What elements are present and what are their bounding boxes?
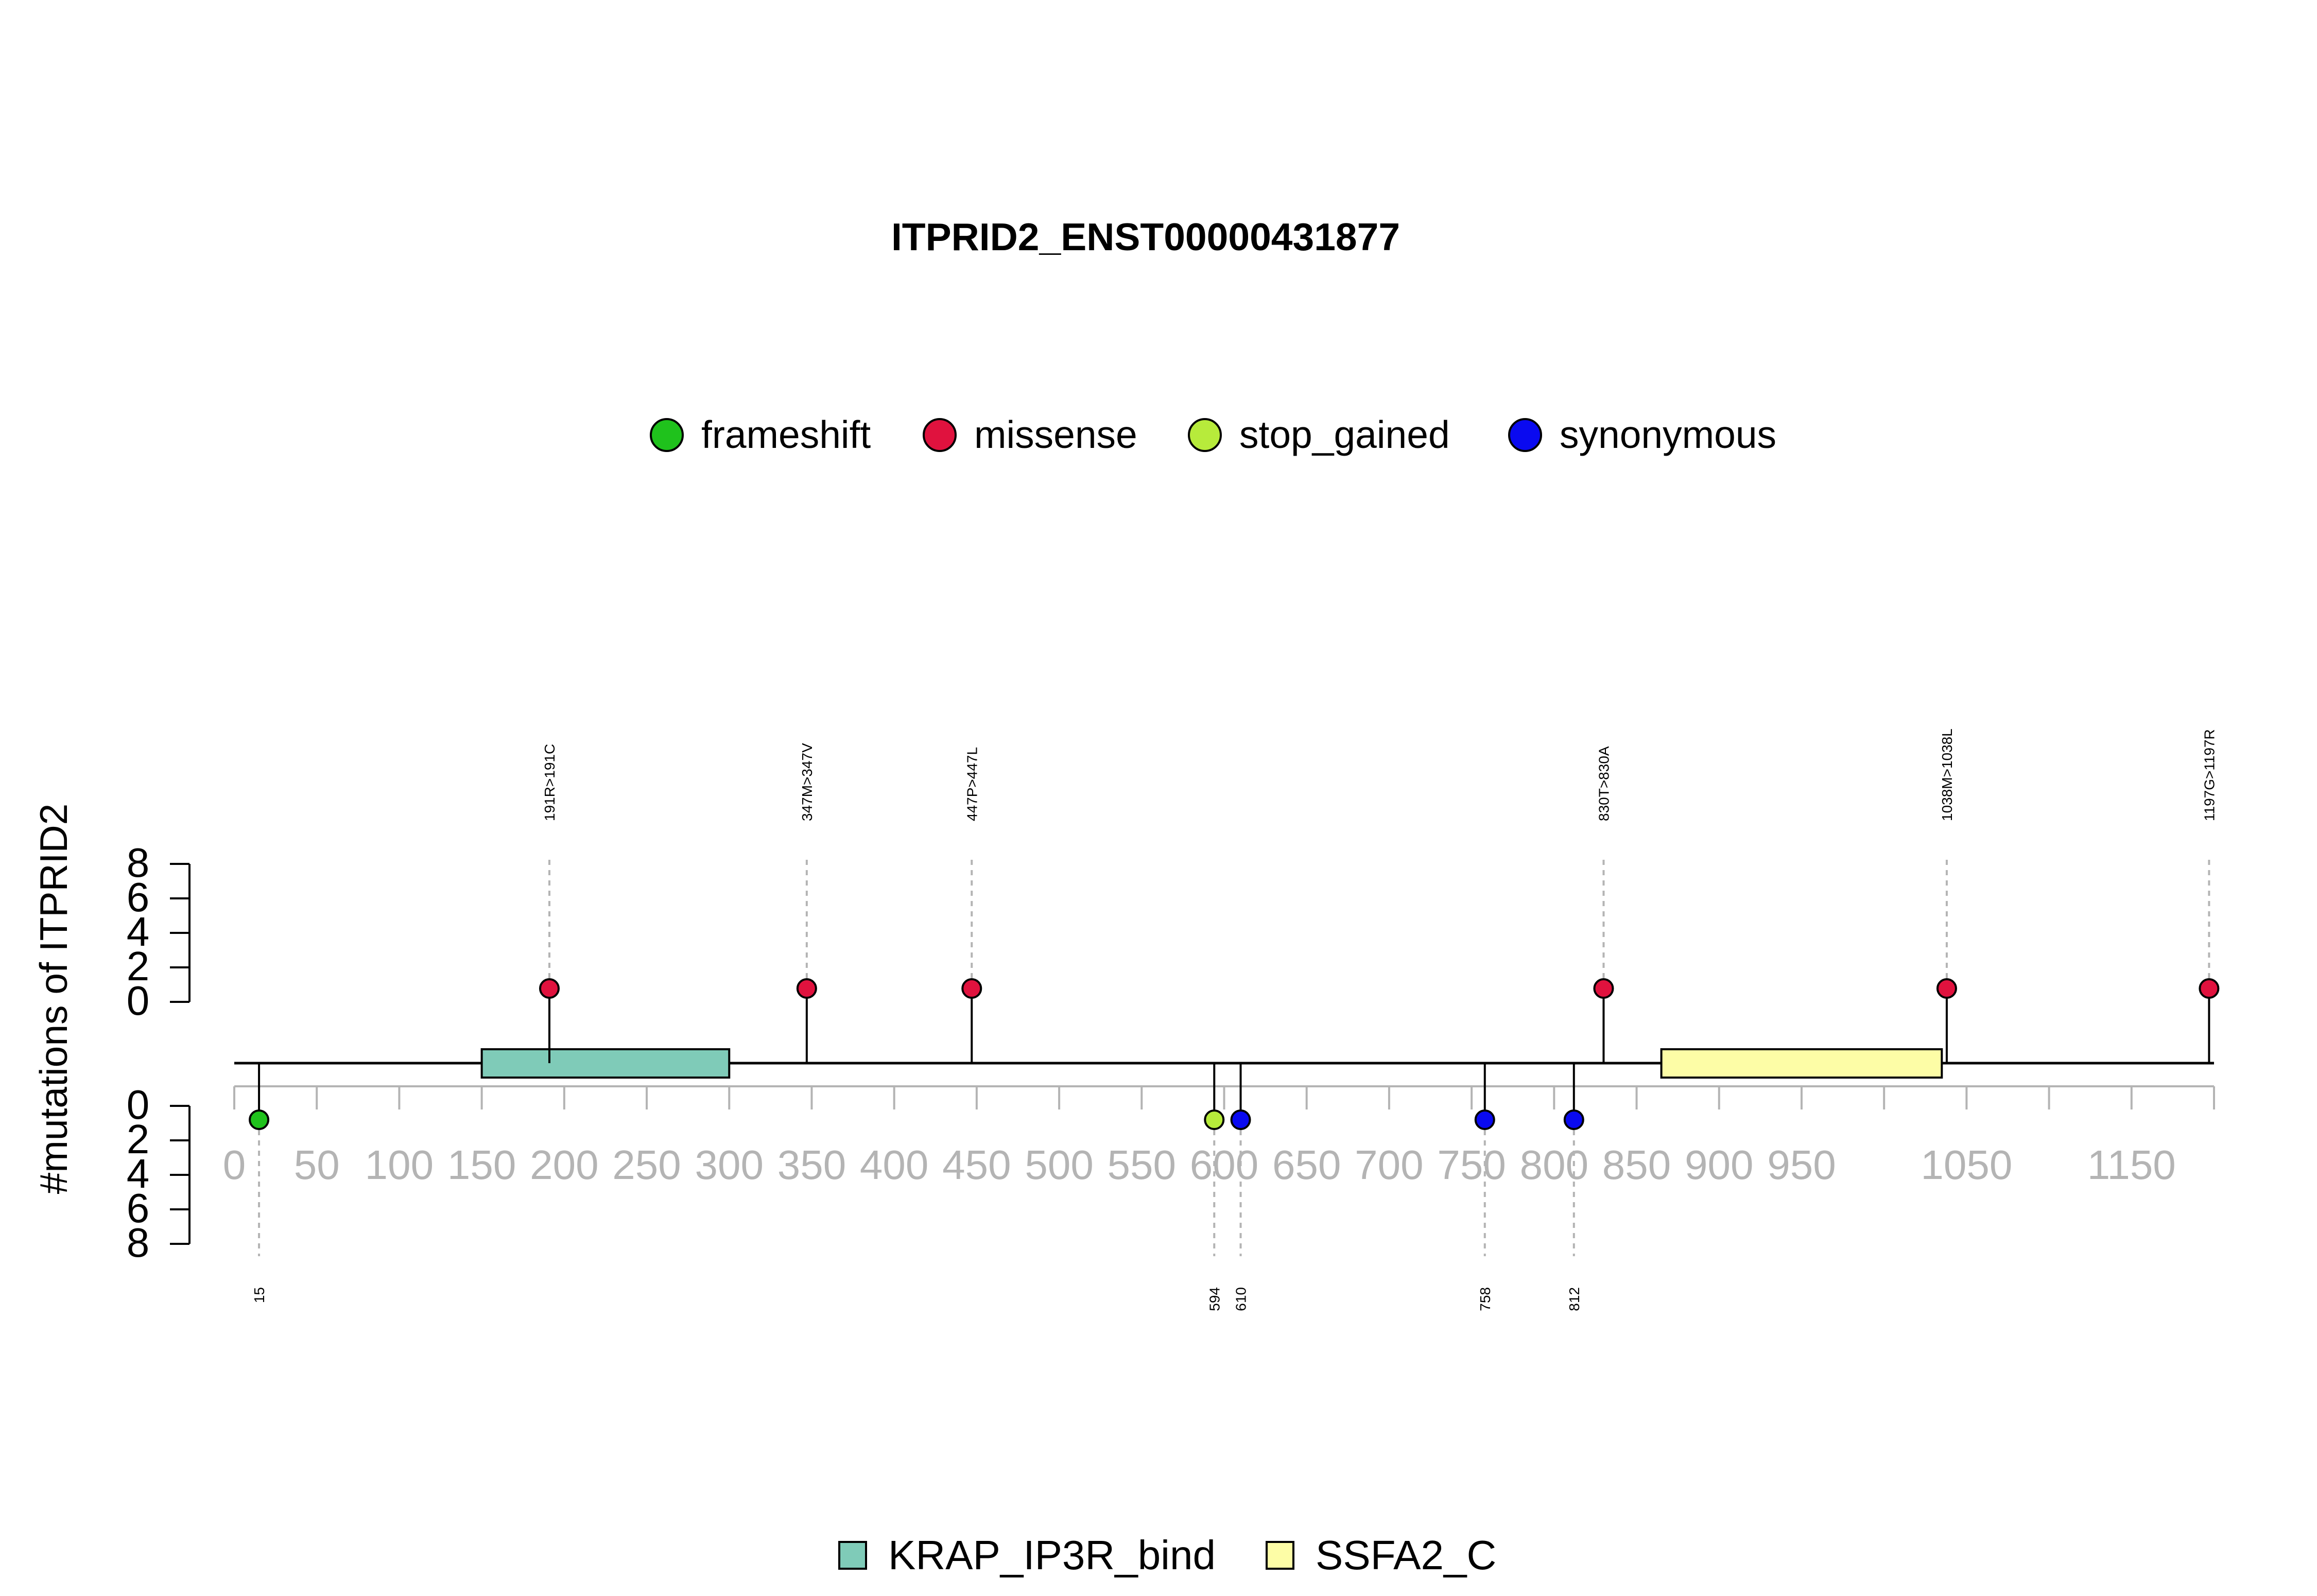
domain-legend: KRAP_IP3R_bind SSFA2_C — [838, 1532, 1496, 1578]
x-tick-label: 900 — [1685, 1142, 1753, 1188]
x-tick-label: 700 — [1355, 1142, 1423, 1188]
x-tick-label: 1050 — [1921, 1142, 2012, 1188]
legend-marker-stop_gained — [1188, 418, 1222, 452]
mutation-head-missense — [2199, 978, 2220, 999]
y-tick-label-lower: 6 — [127, 1185, 150, 1231]
legend-label-stop_gained: stop_gained — [1239, 413, 1450, 456]
mutation-label: 15 — [251, 1287, 267, 1303]
legend: frameshift missense stop_gained synonymous — [650, 413, 1776, 456]
mutation-head-synonymous — [1230, 1109, 1251, 1130]
domain-SSFA2_C — [1660, 1048, 1943, 1079]
x-tick-label: 300 — [695, 1142, 764, 1188]
mutation-head-synonymous — [1563, 1109, 1584, 1130]
domain-KRAP_IP3R_bind — [480, 1048, 731, 1079]
mutation-label: 447P>447L — [964, 747, 980, 821]
x-tick-label: 100 — [365, 1142, 434, 1188]
x-tick-label: 200 — [530, 1142, 598, 1188]
y-tick-label-upper: 2 — [127, 943, 150, 989]
y-tick-label-lower: 2 — [127, 1116, 150, 1162]
y-tick-label-upper: 6 — [127, 874, 150, 920]
x-tick-label: 600 — [1190, 1142, 1258, 1188]
mutation-label: 191R>191C — [542, 744, 558, 821]
mutation-label: 830T>830A — [1596, 746, 1612, 821]
domain-legend-label-KRAP_IP3R_bind: KRAP_IP3R_bind — [888, 1532, 1216, 1578]
domain-legend-box-SSFA2_C — [1266, 1541, 1294, 1570]
mutation-head-frameshift — [249, 1109, 270, 1130]
mutation-head-missense — [961, 978, 982, 999]
x-tick-label: 450 — [942, 1142, 1011, 1188]
mutation-head-synonymous — [1474, 1109, 1495, 1130]
domain-legend-box-KRAP_IP3R_bind — [838, 1541, 867, 1570]
x-tick-label: 500 — [1025, 1142, 1093, 1188]
x-tick-label: 1150 — [2087, 1142, 2176, 1188]
legend-marker-frameshift — [650, 418, 684, 452]
x-tick-label: 150 — [447, 1142, 516, 1188]
mutations-lower: 15 594 610 758 812 — [249, 1063, 1584, 1311]
chart-title: ITPRID2_ENST00000431877 — [891, 215, 1400, 258]
x-tick-label: 50 — [294, 1142, 340, 1188]
x-tick-label: 400 — [860, 1142, 928, 1188]
x-tick-label: 0 — [223, 1142, 246, 1188]
legend-label-frameshift: frameshift — [701, 413, 871, 456]
mutations-upper: 191R>191C 347M>347V 447P>447L 830T>830A 1038… — [539, 728, 2220, 1063]
x-tick-label: 850 — [1602, 1142, 1671, 1188]
mutation-label: 594 — [1206, 1287, 1222, 1311]
y-tick-label-lower: 0 — [127, 1082, 150, 1127]
mutation-label: 812 — [1566, 1287, 1582, 1311]
x-tick-label: 950 — [1767, 1142, 1836, 1188]
x-tick-label: 350 — [777, 1142, 846, 1188]
mutation-head-missense — [539, 978, 560, 999]
x-axis: 0 50 100 150 200 250 300 350 400 450 500 550 600 650 7… — [223, 1085, 2215, 1188]
domain-legend-label-SSFA2_C: SSFA2_C — [1316, 1532, 1496, 1578]
x-tick-label: 550 — [1108, 1142, 1176, 1188]
mutation-label: 1038M>1038L — [1939, 728, 1955, 821]
x-tick-label: 750 — [1437, 1142, 1506, 1188]
legend-marker-missense — [923, 418, 957, 452]
legend-marker-synonymous — [1508, 418, 1542, 452]
mutation-label: 347M>347V — [799, 743, 815, 821]
mutation-label: 758 — [1477, 1287, 1493, 1311]
mutation-head-missense — [796, 978, 817, 999]
mutation-label: 610 — [1233, 1287, 1249, 1311]
legend-label-synonymous: synonymous — [1560, 413, 1776, 456]
y-tick-label-upper: 8 — [127, 840, 150, 886]
mutation-head-missense — [1593, 978, 1614, 999]
y-tick-label-upper: 4 — [127, 909, 150, 955]
x-tick-label: 250 — [612, 1142, 681, 1188]
mutation-label: 1197G>1197R — [2201, 729, 2217, 821]
mutation-head-stop_gained — [1204, 1109, 1225, 1130]
y-tick-label-lower: 4 — [127, 1151, 150, 1196]
y-tick-label-upper: 0 — [127, 978, 150, 1023]
y-axis-label: #mutations of ITPRID2 — [32, 804, 75, 1194]
y-tick-label-lower: 8 — [127, 1220, 150, 1265]
mutation-head-missense — [1936, 978, 1957, 999]
legend-label-missense: missense — [974, 413, 1137, 456]
domain-boxes — [480, 1048, 1943, 1079]
x-tick-label: 650 — [1272, 1142, 1341, 1188]
x-tick-label: 800 — [1520, 1142, 1588, 1188]
